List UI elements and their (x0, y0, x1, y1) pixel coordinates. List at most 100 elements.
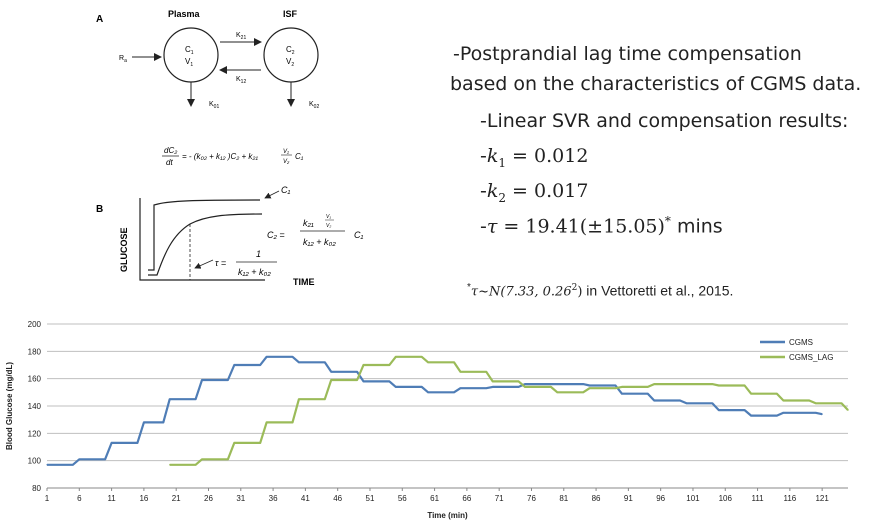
data-point (227, 458, 229, 460)
x-tick-label: 26 (204, 494, 213, 503)
data-point (291, 421, 294, 423)
svg-text:k₁₂ + k₀₂: k₁₂ + k₀₂ (303, 237, 336, 247)
data-point (194, 464, 197, 466)
data-point (143, 421, 145, 423)
glucose-axis-label: GLUCOSE (119, 227, 129, 272)
data-point (614, 387, 617, 389)
x-tick-label: 51 (366, 494, 375, 503)
x-tick-label: 31 (236, 494, 245, 503)
k1-result: -k1 = 0.012 (480, 145, 589, 170)
data-point (776, 393, 778, 395)
data-point (582, 383, 584, 385)
x-tick-label: 111 (751, 494, 764, 503)
x-tick-label: 101 (686, 494, 700, 503)
panel-b-axes (139, 198, 265, 281)
svg-text:C₁: C₁ (354, 230, 363, 240)
data-point (840, 402, 843, 404)
data-point (556, 383, 558, 385)
data-point (679, 383, 681, 385)
data-point (647, 386, 649, 388)
data-point (485, 387, 487, 389)
data-point (750, 414, 752, 417)
c1-pointer (264, 190, 280, 199)
data-point (324, 398, 326, 400)
k01-label: K01 (209, 101, 219, 110)
x-tick-label: 11 (107, 494, 116, 503)
data-point (395, 356, 397, 358)
data-point (492, 386, 494, 388)
blood-glucose-chart: 80 100 120 140 160 180 200 1 6 11 16 21 26 31 36 41 46 51… (0, 312, 879, 522)
v1-label: V1 (185, 57, 193, 68)
data-point (556, 391, 558, 393)
data-point (453, 391, 455, 393)
data-point (330, 371, 332, 373)
data-point (201, 458, 203, 460)
footnote: *τ~N(7.33, 0.262) in Vettoretti et al., … (467, 282, 734, 300)
data-point (517, 380, 520, 382)
data-point (821, 413, 823, 415)
x-tick-label: 76 (527, 494, 536, 503)
plasma-label: Plasma (168, 9, 201, 19)
x-tick-label: 16 (139, 494, 148, 503)
data-point (233, 364, 235, 366)
data-point (718, 384, 720, 387)
data-point (362, 380, 365, 382)
data-point (136, 442, 139, 444)
c1-curve-label: C₁ (281, 185, 290, 195)
x-tick-label: 116 (783, 494, 796, 503)
data-point (550, 386, 552, 388)
c2-equation: C₂ = k₂₁ V₁ V₂ k₁₂ + k₀₂ C₁ (267, 214, 363, 247)
data-point (72, 464, 74, 466)
isf-label: ISF (283, 9, 298, 19)
data-point (621, 393, 623, 395)
y-tick-label: 140 (28, 402, 42, 411)
k02-label: K02 (309, 101, 319, 110)
data-point (194, 398, 197, 400)
data-point (233, 442, 235, 444)
y-tick-label: 80 (32, 484, 41, 493)
y-tick-label: 200 (28, 320, 42, 329)
data-point (711, 402, 713, 404)
data-point (421, 356, 423, 358)
data-point (362, 364, 365, 366)
data-point (744, 384, 746, 387)
tau-equation: τ = 1 k₁₂ + k₀₂ (215, 249, 277, 277)
data-point (201, 379, 203, 381)
panel-a-label: A (96, 14, 103, 25)
svg-text:1: 1 (256, 249, 261, 259)
data-point (711, 383, 713, 385)
data-point (104, 458, 106, 460)
x-tick-label: 81 (559, 494, 568, 503)
data-point (427, 391, 429, 393)
svg-text:V₂: V₂ (326, 223, 331, 229)
svg-text:k₁₂ + k₀₂: k₁₂ + k₀₂ (238, 267, 271, 277)
data-point (298, 361, 300, 363)
x-tick-label: 56 (398, 494, 407, 503)
x-tick-label: 106 (719, 494, 733, 503)
data-point (815, 402, 817, 404)
data-point (808, 399, 810, 402)
summary-line-2: based on the characteristics of CGMS dat… (450, 73, 862, 95)
c2-curve (148, 213, 263, 276)
data-point (524, 383, 526, 385)
data-point (227, 379, 229, 381)
svg-text:V₂: V₂ (283, 159, 290, 165)
x-tick-label: 46 (333, 494, 342, 503)
x-tick-label: 86 (592, 494, 601, 503)
svg-text:C₁: C₁ (295, 152, 304, 161)
x-tick-label: 121 (815, 494, 829, 503)
data-point (815, 412, 817, 414)
data-point (517, 386, 520, 388)
k21-label: K21 (236, 32, 246, 41)
data-point (589, 384, 591, 387)
data-point (459, 387, 462, 389)
x-tick-label: 66 (462, 494, 471, 503)
tau-pointer (194, 259, 214, 269)
x-tick-label: 71 (495, 494, 504, 503)
data-point (324, 361, 326, 363)
data-point (110, 442, 113, 444)
differential-equation: dC₂ dt = - (k₀₂ + k₁₂ )C₂ + k₂₁ V₁ V₂ C₁ (162, 146, 304, 167)
data-point (356, 379, 358, 381)
data-point (421, 386, 423, 388)
x-tick-label: 6 (77, 494, 82, 503)
